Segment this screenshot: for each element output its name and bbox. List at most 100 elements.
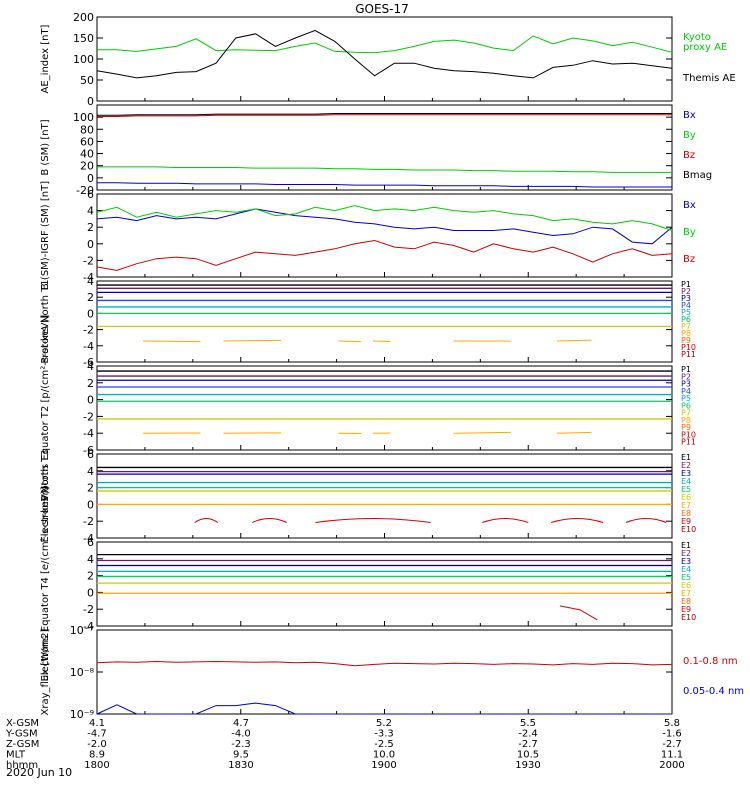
y-tick-label: 2 xyxy=(87,221,94,234)
x-axis-value: 1930 xyxy=(515,760,540,771)
page-title: GOES-17 xyxy=(355,2,409,16)
legend-0-1-0-8-nm: 0.1-0.8 nm xyxy=(683,656,738,667)
x-axis-value: -2.7 xyxy=(662,739,682,750)
y-tick-label: 6 xyxy=(87,448,94,461)
y-tick-label: -2 xyxy=(83,324,94,337)
x-axis-value: -2.0 xyxy=(87,739,107,750)
panel-frame xyxy=(97,281,672,362)
panel-frame xyxy=(97,366,672,450)
y-axis-label: Xray_flux [W/m2] xyxy=(40,628,51,715)
series-e9 xyxy=(560,606,597,620)
x-axis-value: -2.4 xyxy=(518,729,538,740)
y-tick-label: 4 xyxy=(87,360,94,373)
panel-frame xyxy=(97,194,672,277)
x-axis-value: -2.7 xyxy=(518,739,538,750)
x-axis-value: 11.1 xyxy=(661,750,683,761)
series-by xyxy=(97,167,672,173)
series-e9 xyxy=(626,519,666,523)
legend-bz: Bz xyxy=(683,254,695,265)
y-tick-label: 2 xyxy=(87,570,94,583)
panel-frame xyxy=(97,630,672,714)
legend-e10: E10 xyxy=(681,525,696,534)
panel-8: 10⁻⁷ 10⁻⁸ 10⁻⁹ Xray_flux [W/m2] 0.1-0.8 nm 0.… xyxy=(40,624,744,721)
x-axis-value: -4.7 xyxy=(87,729,107,740)
y-tick-label: 150 xyxy=(73,32,94,45)
x-axis-value: -3.3 xyxy=(374,729,394,740)
series-themis-ae xyxy=(97,30,672,78)
series-bx xyxy=(97,209,672,244)
series-p8 xyxy=(373,341,390,342)
x-axis-value: 5.5 xyxy=(520,718,536,729)
series-p8 xyxy=(557,432,592,433)
legend-p11: P11 xyxy=(681,438,696,447)
x-axis-value: 10.5 xyxy=(517,750,539,761)
series-0-1-0-8-nm xyxy=(97,662,672,666)
y-tick-label: 4 xyxy=(87,553,94,566)
series-p8 xyxy=(339,341,362,342)
y-tick-label: -4 xyxy=(83,427,94,440)
series-p8 xyxy=(557,340,592,341)
panel-2: 100806040200-20B (SM) [nT]BxByBzBmag xyxy=(40,105,712,197)
x-axis-value: 8.9 xyxy=(89,750,105,761)
goes-17-stackplot: GOES-17 200150100500AE_index [nT] Kyotopr… xyxy=(0,0,750,800)
x-axis-value: 4.7 xyxy=(233,718,249,729)
series-e9 xyxy=(551,519,603,523)
y-tick-label: 4 xyxy=(87,465,94,478)
x-axis-value: -2.5 xyxy=(374,739,394,750)
y-tick-label: 0 xyxy=(87,172,94,185)
series-e9 xyxy=(252,519,287,523)
legend-0-05-0-4-nm: 0.05-0.4 nm xyxy=(683,686,744,697)
y-tick-label: 2 xyxy=(87,291,94,304)
y-tick-label: 60 xyxy=(80,135,94,148)
panel-5: 4 2 0 -2 -4 -6 Protons Equator T2 [p/(cm²-s-sr… xyxy=(40,315,696,502)
legend-themis-ae: Themis AE xyxy=(682,73,736,84)
y-axis-label: AE_index [nT] xyxy=(40,24,51,93)
y-tick-label: 2 xyxy=(87,377,94,390)
series-e9 xyxy=(195,519,218,523)
y-tick-label: -4 xyxy=(83,340,94,353)
panel-7: 6 4 2 0 -2 -4 Electrons Equator T4 [e/(cm²-s-s… xyxy=(40,486,696,681)
y-tick-label: 50 xyxy=(80,74,94,87)
series-p8 xyxy=(143,341,201,342)
legend-by: By xyxy=(683,227,696,238)
x-axis-value: -2.3 xyxy=(231,739,251,750)
y-tick-label: 0 xyxy=(87,498,94,511)
y-tick-label: 6 xyxy=(87,188,94,201)
y-tick-label: 100 xyxy=(73,53,94,66)
x-axis-row-label: Y-GSM xyxy=(5,729,38,740)
x-axis-row-label: X-GSM xyxy=(6,718,39,729)
series-bz xyxy=(97,241,672,271)
y-tick-label: 40 xyxy=(80,148,94,161)
y-tick-label: 0 xyxy=(87,95,94,108)
y-tick-label: 20 xyxy=(80,160,94,173)
x-axis-value: 5.2 xyxy=(376,718,392,729)
legend-bx: Bx xyxy=(683,200,696,211)
x-axis-value: 5.8 xyxy=(664,718,680,729)
x-axis-value: 10.0 xyxy=(373,750,395,761)
panel-3: 6 4 2 0 -2 -4 B (SM)-IGRF (SM) [nT] Bx By Bz xyxy=(40,181,696,290)
y-tick-label: 80 xyxy=(80,123,94,136)
x-axis-value: 4.1 xyxy=(89,718,105,729)
panel-4: 420-2-4-6Protons North T1 P1P2P3P4P5P6P7P… xyxy=(40,275,696,369)
panel-frame xyxy=(97,17,672,101)
y-tick-label: 6 xyxy=(87,536,94,549)
y-tick-label: -2 xyxy=(83,515,94,528)
date-label: 2020 Jun 10 xyxy=(6,766,72,779)
legend-e10: E10 xyxy=(681,613,696,622)
legend-p11: P11 xyxy=(681,350,696,359)
series-p8 xyxy=(454,432,512,433)
y-tick-label: 4 xyxy=(87,205,94,218)
series-kyoto-proxy-ae xyxy=(97,36,672,53)
panel-frame xyxy=(97,454,672,538)
series-e9 xyxy=(316,519,431,523)
y-tick-label: 10⁻⁷ xyxy=(70,624,94,637)
legend-proxy-ae: proxy AE xyxy=(683,42,727,53)
y-tick-label: 0 xyxy=(87,238,94,251)
x-axis-value: 2000 xyxy=(659,760,684,771)
legend-by: By xyxy=(683,130,696,141)
y-tick-label: 100 xyxy=(73,111,94,124)
x-axis-value: 1800 xyxy=(84,760,109,771)
y-tick-label: 10⁻⁸ xyxy=(70,666,95,679)
y-tick-label: -2 xyxy=(83,410,94,423)
legend-bmag: Bmag xyxy=(683,170,712,181)
